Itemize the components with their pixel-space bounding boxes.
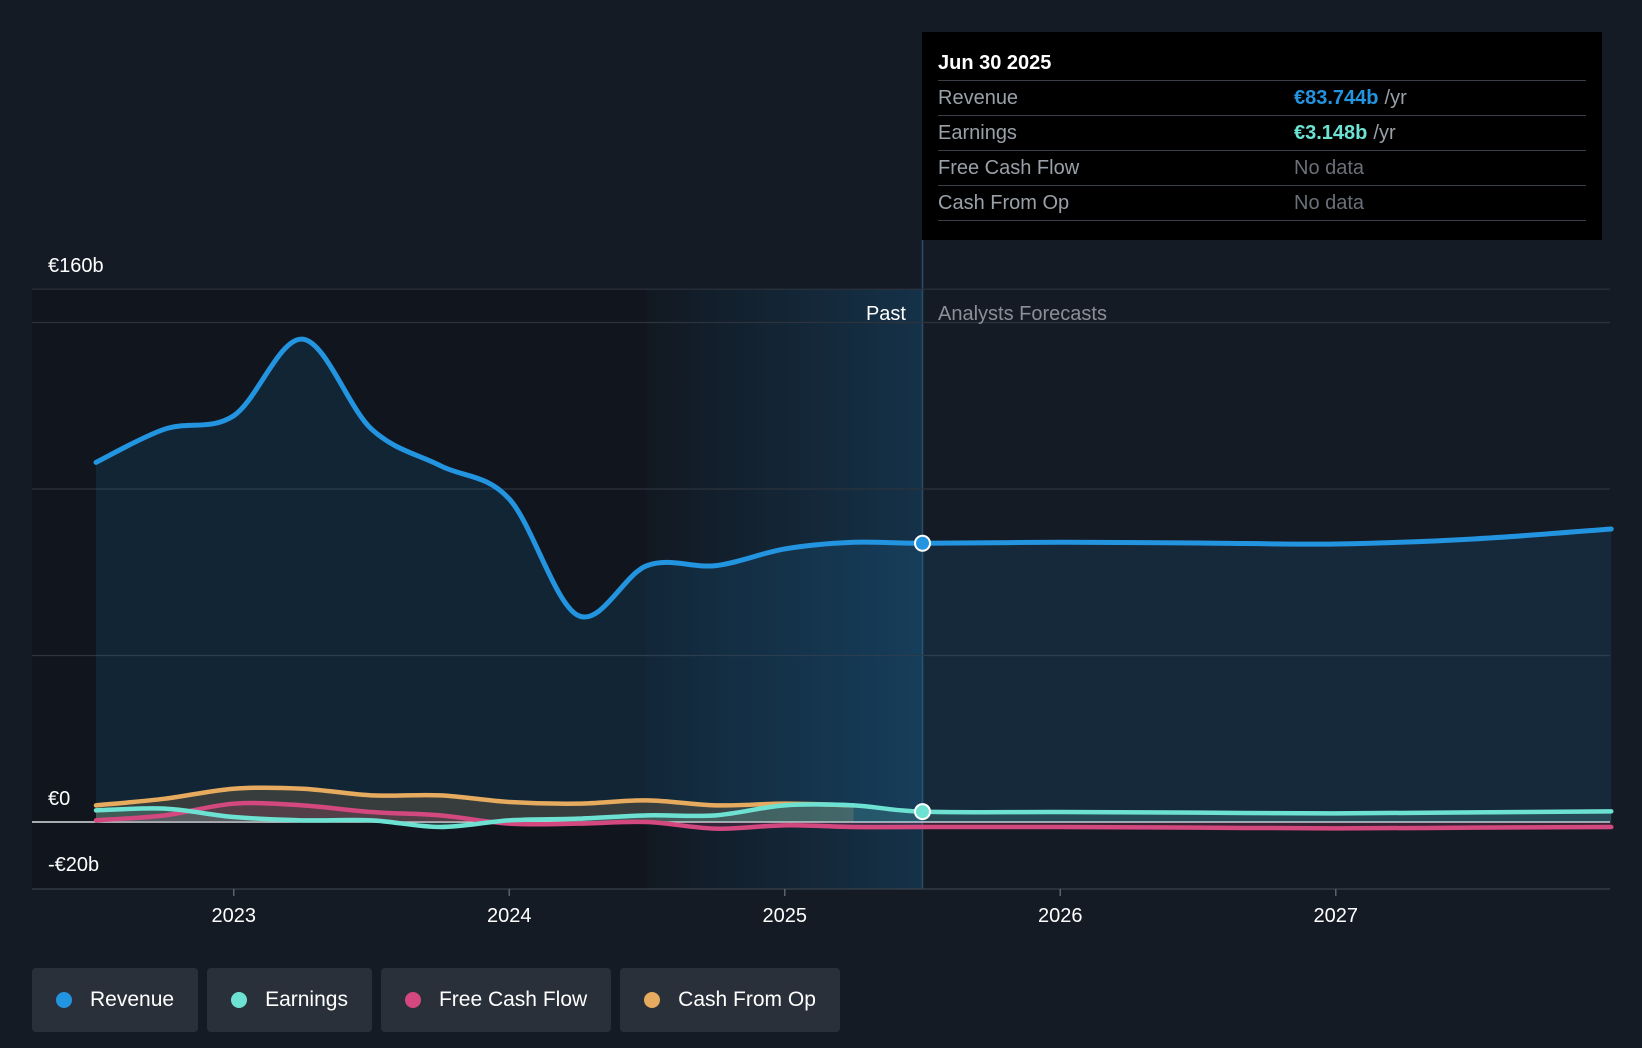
legend-label: Cash From Op (678, 988, 816, 1011)
past-highlight-band (647, 289, 923, 889)
legend-dot-icon (404, 992, 421, 1008)
x-tick-label: 2025 (763, 905, 808, 927)
legend-dot-icon (231, 992, 248, 1008)
forecast-label: Analysts Forecasts (938, 303, 1107, 325)
revenue-line (93, 336, 1614, 620)
tooltip-row-cash-from-op: Cash From Op No data (938, 186, 1586, 221)
legend-label: Earnings (265, 988, 348, 1011)
tooltip-value: No data (1294, 157, 1365, 179)
tooltip-row-earnings: Earnings €3.148b /yr (938, 116, 1586, 151)
legend-item-cash-from-op[interactable]: Cash From Op (620, 968, 840, 1032)
y-axis-label-top: €160b (48, 255, 104, 277)
x-tick-label: 2023 (212, 905, 257, 927)
x-axis-ticks: 2023 2024 2025 2026 2027 (212, 889, 1359, 927)
legend-item-free-cash-flow[interactable]: Free Cash Flow (380, 968, 612, 1032)
tooltip: Jun 30 2025 Revenue €83.744b /yr Earning… (922, 32, 1602, 240)
tooltip-row-revenue: Revenue €83.744b /yr (938, 81, 1586, 116)
legend-item-revenue[interactable]: Revenue (32, 968, 199, 1032)
free-cash-flow-line (93, 800, 1614, 831)
x-tick-label: 2026 (1038, 905, 1083, 927)
tooltip-date: Jun 30 2025 (938, 46, 1586, 81)
tooltip-row-free-cash-flow: Free Cash Flow No data (938, 151, 1586, 186)
free-cash-flow-area (96, 803, 1612, 829)
earnings-line (93, 802, 1614, 830)
legend-dot-icon (56, 992, 72, 1008)
tooltip-label: Free Cash Flow (938, 157, 1080, 179)
legend-label: Free Cash Flow (438, 988, 588, 1011)
tooltip-value: €3.148b (1294, 122, 1368, 144)
legend-label: Revenue (90, 988, 175, 1011)
y-axis-label-bottom: -€20b (48, 854, 99, 876)
tooltip-label: Revenue (938, 87, 1019, 109)
earnings-marker (914, 803, 931, 821)
earnings-area (96, 804, 1612, 827)
cash-from-op-line (93, 785, 856, 808)
tooltip-label: Cash From Op (938, 192, 1070, 214)
x-tick-label: 2024 (487, 905, 532, 927)
series-lines (93, 336, 1614, 831)
revenue-marker (914, 534, 931, 552)
legend-dot-icon (644, 992, 661, 1008)
tooltip-unit: /yr (1373, 122, 1396, 144)
x-tick-label: 2027 (1314, 905, 1359, 927)
legend: Revenue Earnings Free Cash Flow Cash Fro… (32, 968, 840, 1032)
series-markers (914, 534, 931, 821)
legend-item-earnings[interactable]: Earnings (207, 968, 372, 1032)
past-label: Past (866, 303, 906, 325)
tooltip-value: €83.744b (1294, 87, 1379, 109)
tooltip-label: Earnings (938, 122, 1017, 144)
y-axis-label-zero: €0 (48, 788, 70, 810)
revenue-area (96, 339, 1612, 822)
tooltip-unit: /yr (1384, 87, 1407, 109)
tooltip-value: No data (1294, 192, 1365, 214)
